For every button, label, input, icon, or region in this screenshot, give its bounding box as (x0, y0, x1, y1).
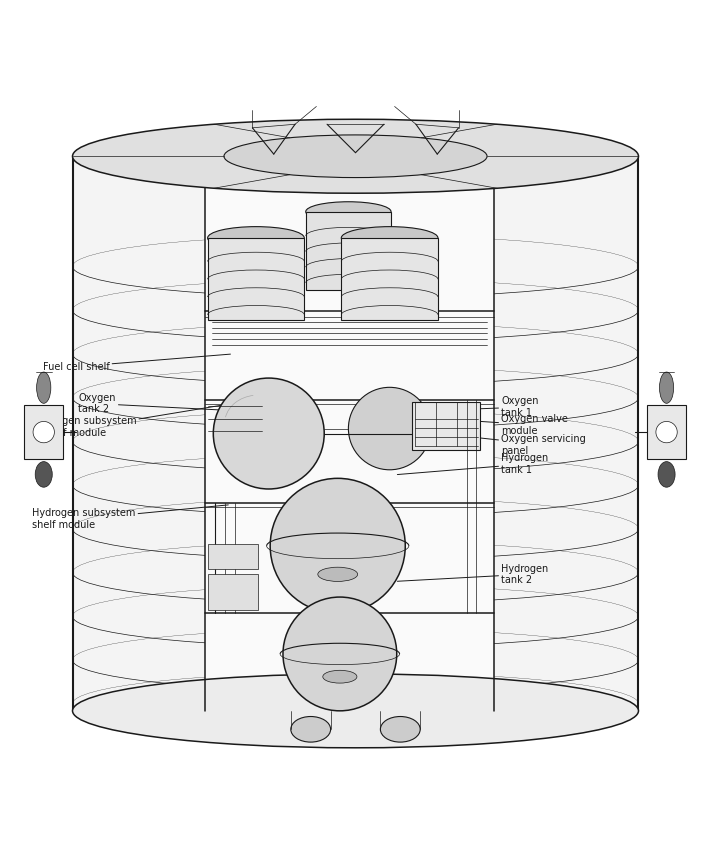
Text: Oxygen valve
module: Oxygen valve module (429, 414, 568, 436)
Bar (341, 238, 438, 320)
Ellipse shape (658, 462, 675, 487)
Ellipse shape (224, 135, 487, 178)
Bar (306, 212, 391, 290)
Bar (205, 156, 494, 711)
Ellipse shape (348, 388, 431, 470)
Bar (24, 405, 63, 459)
Ellipse shape (73, 119, 638, 193)
Ellipse shape (270, 479, 405, 614)
Text: Fuel
cell
1: Fuel cell 1 (377, 266, 400, 299)
Ellipse shape (380, 717, 420, 742)
Text: Hydrogen
tank 2: Hydrogen tank 2 (397, 564, 548, 585)
Text: Oxygen
tank 2: Oxygen tank 2 (78, 393, 262, 415)
Ellipse shape (291, 717, 331, 742)
Text: Oxygen
tank 1: Oxygen tank 1 (392, 396, 539, 418)
Ellipse shape (35, 462, 52, 487)
Text: Hydrogen subsystem
shelf module: Hydrogen subsystem shelf module (32, 505, 228, 530)
Polygon shape (73, 156, 638, 711)
Text: Fuel cell shelf: Fuel cell shelf (43, 354, 230, 371)
Ellipse shape (33, 422, 54, 443)
Text: Oxygen servicing
panel: Oxygen servicing panel (429, 433, 586, 456)
Ellipse shape (656, 422, 677, 443)
Bar (208, 238, 304, 320)
Bar (412, 401, 480, 450)
Ellipse shape (73, 674, 638, 748)
Ellipse shape (213, 378, 324, 489)
Bar (208, 575, 258, 609)
Ellipse shape (283, 597, 397, 711)
Ellipse shape (323, 671, 357, 683)
Ellipse shape (306, 201, 391, 222)
Text: Hydrogen
tank 1: Hydrogen tank 1 (397, 453, 548, 475)
Bar (647, 405, 686, 459)
Ellipse shape (208, 227, 304, 249)
Ellipse shape (660, 372, 674, 403)
Ellipse shape (341, 227, 438, 249)
Ellipse shape (318, 567, 358, 581)
Ellipse shape (36, 372, 50, 403)
Text: Fuel
cell
3: Fuel cell 3 (228, 266, 252, 299)
Bar (208, 545, 258, 570)
Text: Fuel
cell
2: Fuel cell 2 (335, 212, 390, 257)
Text: Oxygen subsystem
shelf module: Oxygen subsystem shelf module (43, 404, 228, 438)
